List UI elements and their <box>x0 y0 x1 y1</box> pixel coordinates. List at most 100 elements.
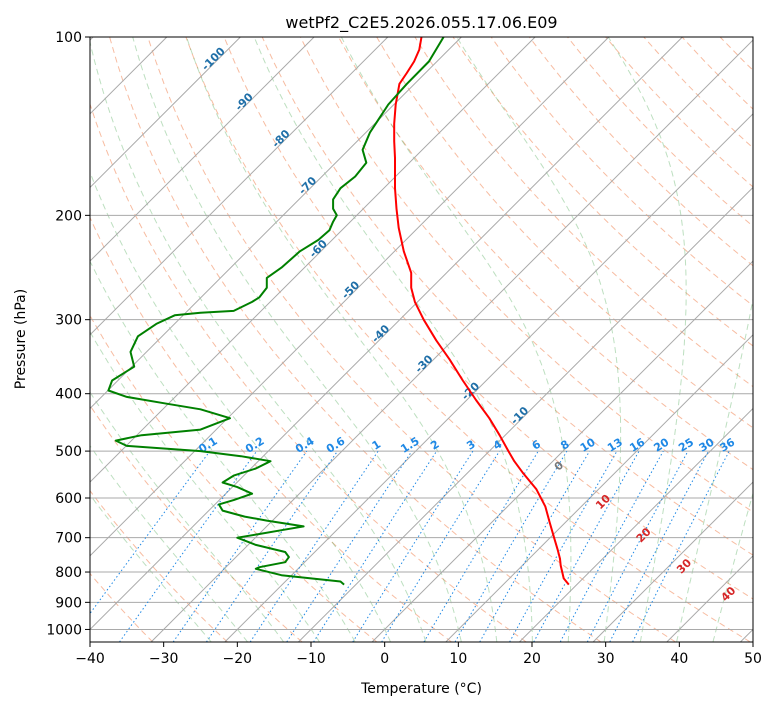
y-tick-label: 200 <box>55 208 82 224</box>
mixing-ratio-label: 2 <box>428 438 441 453</box>
moist-adiabat-line <box>607 37 687 642</box>
dry-adiabat-line <box>758 37 775 642</box>
moist-adiabat-label: 10 <box>593 492 613 512</box>
mixing-ratio-line <box>559 450 664 642</box>
moist-adiabat-line <box>90 260 356 642</box>
isotherm-line <box>666 555 753 642</box>
dry-adiabat-line <box>261 37 753 556</box>
y-tick-label: 900 <box>55 595 82 611</box>
dry-adiabat-line <box>605 37 753 188</box>
dry-adiabat-line <box>452 37 753 347</box>
dry-adiabat-line <box>299 37 753 513</box>
y-axis: 100 200 300 400 500 600 700 800 900 1000 <box>46 30 90 638</box>
x-tick-label: −20 <box>223 651 253 667</box>
dry-adiabat-line <box>90 489 228 642</box>
x-tick-label: 20 <box>523 651 541 667</box>
mixing-ratio-line <box>313 450 438 642</box>
y-tick-label: 300 <box>55 313 82 329</box>
dry-adiabat-line <box>90 216 452 642</box>
mixing-ratio-line <box>533 450 640 642</box>
moist-adiabat-line <box>90 494 212 642</box>
y-tick-label: 800 <box>55 565 82 581</box>
isotherm-line <box>150 39 753 642</box>
mixing-ratio-line <box>609 450 709 642</box>
dry-adiabat-line <box>147 37 676 642</box>
moist-adiabat-line <box>253 37 533 642</box>
mixing-ratio-line <box>90 450 211 615</box>
mixing-ratio-label: 0.4 <box>293 434 317 456</box>
isotherm-label: -10 <box>508 404 531 427</box>
moist-adiabat-line <box>90 391 285 642</box>
mixing-ratio-label: 16 <box>627 435 647 454</box>
isotherm-line <box>592 481 753 642</box>
moist-adiabat-line <box>456 37 622 642</box>
background-lines <box>90 37 775 642</box>
moist-adiabat-line <box>676 296 753 642</box>
y-tick-label: 400 <box>55 387 82 403</box>
isotherm-label: -100 <box>199 44 228 73</box>
dry-adiabat-line <box>109 37 602 642</box>
y-tick-label: 500 <box>55 444 82 460</box>
dry-adiabat-line <box>643 37 753 149</box>
dry-adiabat-line <box>90 404 303 642</box>
mixing-ratio-label: 10 <box>578 435 598 454</box>
x-tick-label: 50 <box>744 651 762 667</box>
dry-adiabat-line <box>338 37 753 471</box>
x-tick-label: 0 <box>380 651 389 667</box>
dry-adiabat-line <box>490 37 753 307</box>
isotherm-label: -70 <box>296 174 319 197</box>
mixing-ratio-line <box>119 450 258 642</box>
plot-frame <box>89 36 754 643</box>
mixing-ratio-line <box>423 450 539 642</box>
y-tick-label: 700 <box>55 531 82 547</box>
isotherm-line <box>740 628 753 642</box>
x-tick-label: −40 <box>75 651 105 667</box>
y-tick-label: 100 <box>55 30 82 46</box>
mixing-ratio-line <box>352 450 474 642</box>
y-tick-label: 600 <box>55 491 82 507</box>
chart-title: wetPf2_C2E5.2026.055.17.06.E09 <box>285 13 557 33</box>
mixing-ratio-line <box>286 450 413 642</box>
mixing-ratio-label: 6 <box>530 437 544 452</box>
isotherm-line <box>90 37 610 557</box>
isotherm-label: -90 <box>233 90 256 113</box>
isotherm-line <box>445 334 753 642</box>
x-tick-label: 10 <box>449 651 467 667</box>
moist-adiabat-label: 0 <box>552 458 567 473</box>
mixing-ratio-label: 0.2 <box>243 434 266 455</box>
isotherm-label: -30 <box>412 352 435 375</box>
dry-adiabat-line <box>223 37 753 600</box>
series-group <box>107 37 570 586</box>
mixing-ratio-line <box>586 450 689 642</box>
isotherm-label: -80 <box>269 127 292 150</box>
moist-adiabat-line <box>712 491 753 642</box>
mixing-ratio-label: 13 <box>605 436 625 455</box>
x-tick-label: −10 <box>296 651 326 667</box>
isotherm-line <box>371 260 753 642</box>
x-axis-label: Temperature (°C) <box>360 681 482 697</box>
moist-adiabat-label: 20 <box>634 525 654 545</box>
isotherm-line <box>90 37 389 336</box>
moist-adiabat-line <box>90 444 248 642</box>
mixing-ratio-line <box>509 450 618 642</box>
mixing-ratio-label: 8 <box>558 438 571 453</box>
moist-adiabat-label: 30 <box>674 556 694 576</box>
dry-adiabat-line <box>681 37 753 110</box>
y-tick-label: 1000 <box>46 622 82 638</box>
dewpoint-profile <box>107 37 445 586</box>
x-axis: −40 −30 −20 −10 0 10 20 30 40 50 <box>75 642 762 667</box>
mixing-ratio-label: 25 <box>676 436 696 455</box>
isotherm-line <box>298 186 753 642</box>
mixing-ratio-label: 20 <box>652 435 672 454</box>
isotherm-line <box>90 37 683 631</box>
moist-adiabat-line <box>90 170 392 642</box>
mixing-ratio-label: 1.5 <box>398 434 421 455</box>
moist-adiabat-line <box>186 37 498 642</box>
dry-adiabat-line <box>90 102 527 642</box>
y-axis-label: Pressure (hPa) <box>13 289 29 389</box>
moist-adiabat-line <box>340 37 572 642</box>
mixing-ratio-line <box>381 450 500 642</box>
isotherm-line <box>90 37 241 189</box>
temperature-profile <box>393 37 570 586</box>
isotherm-line <box>90 37 536 483</box>
